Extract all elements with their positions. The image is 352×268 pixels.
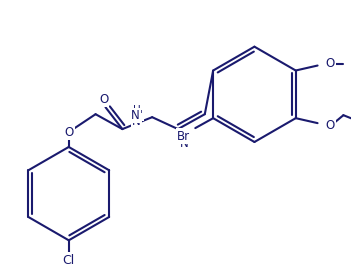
Text: H: H bbox=[133, 105, 141, 115]
Text: N: N bbox=[180, 137, 189, 150]
Text: O: O bbox=[326, 57, 335, 70]
Text: Cl: Cl bbox=[63, 254, 75, 267]
Text: O: O bbox=[326, 119, 335, 132]
Text: Br: Br bbox=[177, 129, 190, 143]
Text: O: O bbox=[99, 93, 108, 106]
Text: O: O bbox=[64, 126, 73, 139]
Text: N: N bbox=[132, 115, 141, 128]
Text: H: H bbox=[136, 110, 143, 120]
Text: N: N bbox=[131, 109, 140, 122]
